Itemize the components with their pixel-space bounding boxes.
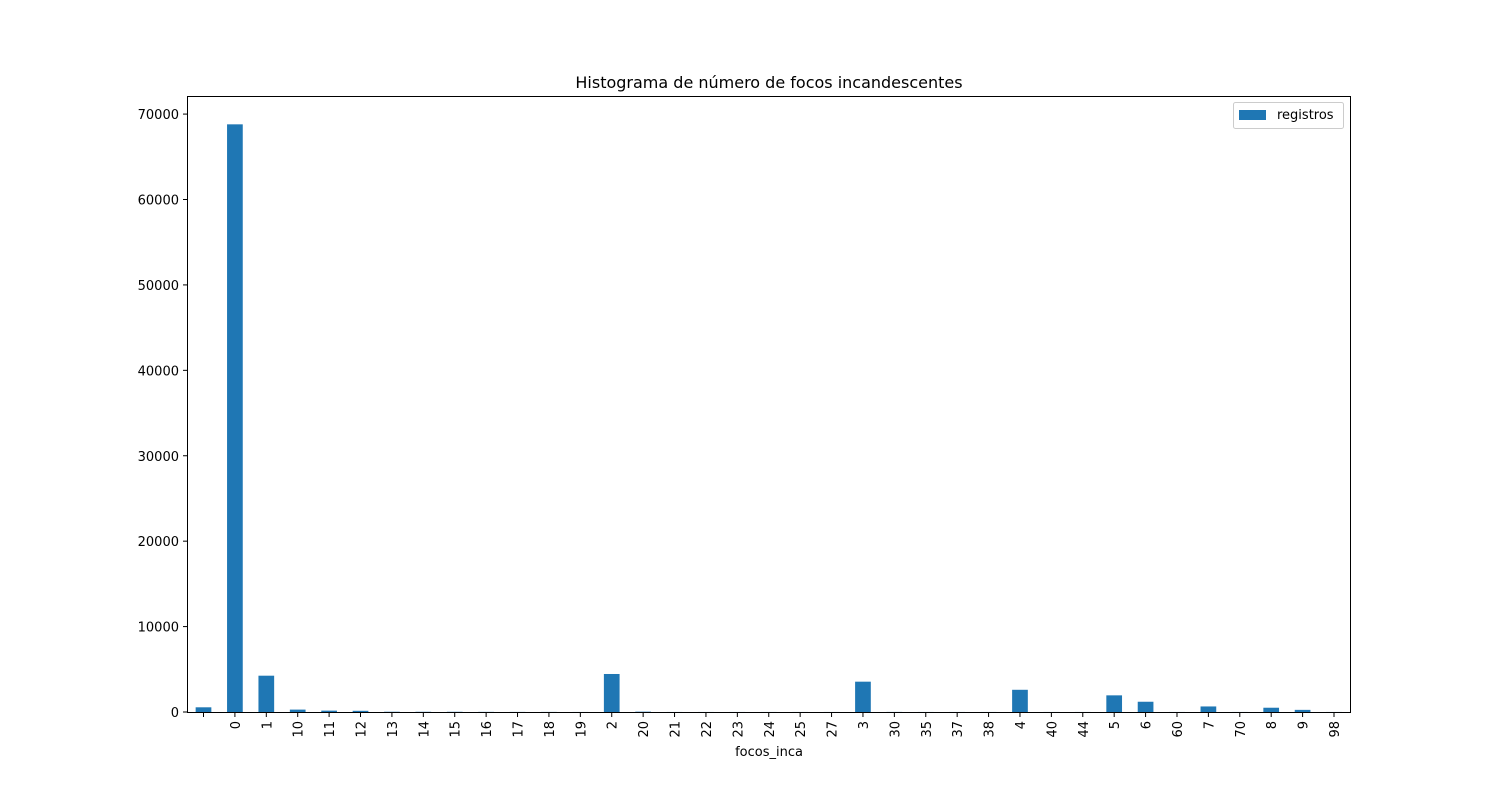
x-tick-label: 17	[512, 721, 527, 738]
bar	[289, 709, 306, 712]
x-tick-label: 7	[1202, 721, 1217, 729]
bar	[227, 124, 243, 713]
bar	[1200, 706, 1217, 712]
x-tick-label: 40	[1045, 721, 1060, 738]
y-axis-ticks: 0 10000 20000 30000 40000 50000 60000 70000	[138, 108, 188, 721]
x-tick-label: 14	[417, 721, 432, 738]
x-tick-label: 22	[700, 721, 715, 738]
bar	[321, 710, 337, 712]
y-tick-label: 20000	[138, 535, 179, 550]
x-tick-label: 24	[763, 721, 778, 738]
x-tick-label: 18	[543, 721, 558, 738]
legend-swatch	[1239, 110, 1266, 120]
y-tick-label: 10000	[138, 621, 179, 636]
x-tick-label: 9	[1297, 721, 1312, 729]
y-tick-label: 50000	[138, 279, 179, 294]
x-tick-label: 98	[1328, 721, 1343, 738]
x-tick-label: 27	[826, 721, 841, 738]
chart-title: Histograma de número de focos incandesce…	[575, 73, 962, 92]
y-tick-label: 40000	[138, 364, 179, 379]
x-tick-label: 60	[1171, 721, 1186, 738]
bar	[855, 681, 871, 712]
x-tick-label: 0	[229, 721, 244, 729]
x-tick-label: 5	[1108, 721, 1123, 729]
x-tick-label: 25	[794, 721, 809, 738]
x-tick-label: 44	[1077, 721, 1092, 738]
x-tick-label: 13	[386, 721, 401, 738]
bar	[195, 707, 212, 712]
plot-frame	[187, 96, 1351, 713]
x-axis-label: focos_inca	[735, 745, 803, 760]
x-axis-ticks: 0 1 10 11 12 13 14 15 16 17 18 19 2 20 21 22 23 24 25 27 3 30…	[203, 712, 1343, 738]
bar	[1137, 701, 1154, 712]
legend: registros	[1233, 102, 1344, 129]
y-tick-label: 70000	[138, 108, 179, 123]
x-tick-label: 2	[606, 721, 621, 729]
x-tick-label: 23	[731, 721, 746, 738]
x-tick-label: 30	[888, 721, 903, 738]
x-tick-label: 70	[1234, 721, 1249, 738]
x-tick-label: 11	[323, 721, 338, 738]
bar	[258, 675, 275, 712]
x-tick-label: 6	[1140, 721, 1155, 729]
x-tick-label: 35	[920, 721, 935, 738]
x-tick-label: 10	[292, 721, 307, 738]
y-tick-label: 0	[171, 706, 179, 721]
bar	[1012, 689, 1028, 712]
x-tick-label: 19	[574, 721, 589, 738]
bar	[1294, 709, 1311, 712]
x-tick-label: 1	[260, 721, 275, 729]
x-tick-label: 3	[857, 721, 872, 729]
x-tick-label: 16	[480, 721, 495, 738]
legend-box	[1233, 102, 1344, 129]
x-tick-label: 38	[983, 721, 998, 738]
bar	[1106, 695, 1123, 712]
x-tick-label: 21	[669, 721, 684, 738]
bar	[1263, 707, 1280, 712]
x-tick-label: 37	[951, 721, 966, 738]
x-tick-label: 15	[449, 721, 464, 738]
bars	[195, 124, 1342, 713]
x-tick-label: 20	[637, 721, 652, 738]
bar	[352, 710, 369, 712]
x-tick-label: 4	[1014, 721, 1029, 729]
x-tick-label: 12	[355, 721, 370, 738]
bar	[603, 673, 620, 712]
y-tick-label: 30000	[138, 450, 179, 465]
x-tick-label: 8	[1265, 721, 1280, 729]
legend-label: registros	[1277, 108, 1334, 123]
y-tick-label: 60000	[138, 194, 179, 209]
